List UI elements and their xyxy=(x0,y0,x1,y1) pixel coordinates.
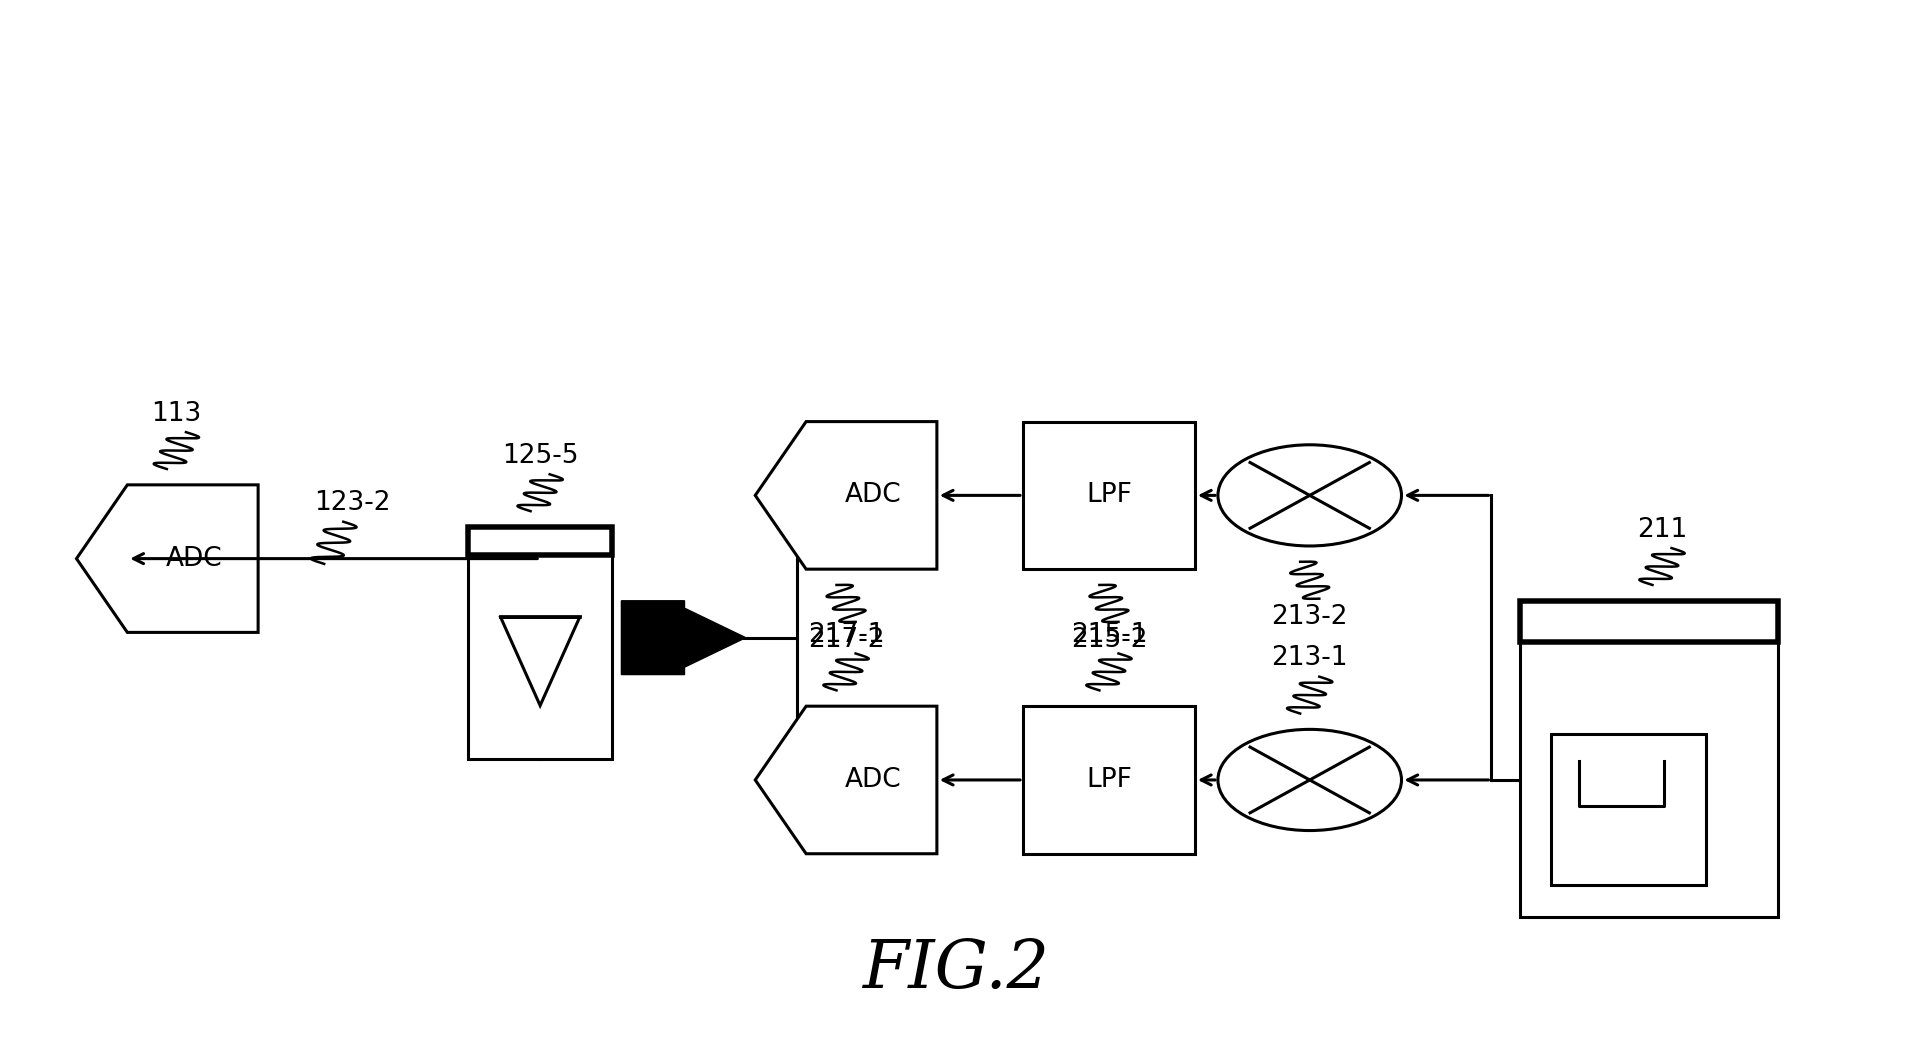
Text: LPF: LPF xyxy=(1086,767,1132,793)
Text: ADC: ADC xyxy=(845,767,902,793)
Text: 215-1: 215-1 xyxy=(1071,622,1147,648)
Circle shape xyxy=(1218,445,1401,546)
Bar xyxy=(1520,601,1778,917)
Bar xyxy=(1023,422,1195,569)
Text: 217-2: 217-2 xyxy=(807,627,885,653)
Polygon shape xyxy=(76,485,258,632)
Text: 213-1: 213-1 xyxy=(1271,645,1348,671)
Bar xyxy=(1551,734,1706,885)
Text: 217-1: 217-1 xyxy=(807,622,885,648)
Text: 213-2: 213-2 xyxy=(1271,604,1348,630)
Bar xyxy=(468,527,612,759)
Polygon shape xyxy=(755,422,937,569)
Text: 211: 211 xyxy=(1637,516,1686,543)
Text: ADC: ADC xyxy=(166,546,224,571)
Text: FIG.2: FIG.2 xyxy=(862,937,1050,1002)
Text: 113: 113 xyxy=(151,401,201,427)
Bar xyxy=(468,527,612,554)
Bar xyxy=(1023,706,1195,854)
Polygon shape xyxy=(621,601,746,675)
Text: LPF: LPF xyxy=(1086,483,1132,508)
Text: ADC: ADC xyxy=(845,483,902,508)
Bar xyxy=(1520,601,1778,642)
Text: 123-2: 123-2 xyxy=(315,490,392,516)
Polygon shape xyxy=(755,706,937,854)
Circle shape xyxy=(1218,729,1401,831)
Text: 125-5: 125-5 xyxy=(501,443,579,469)
Text: 215-2: 215-2 xyxy=(1071,627,1147,653)
